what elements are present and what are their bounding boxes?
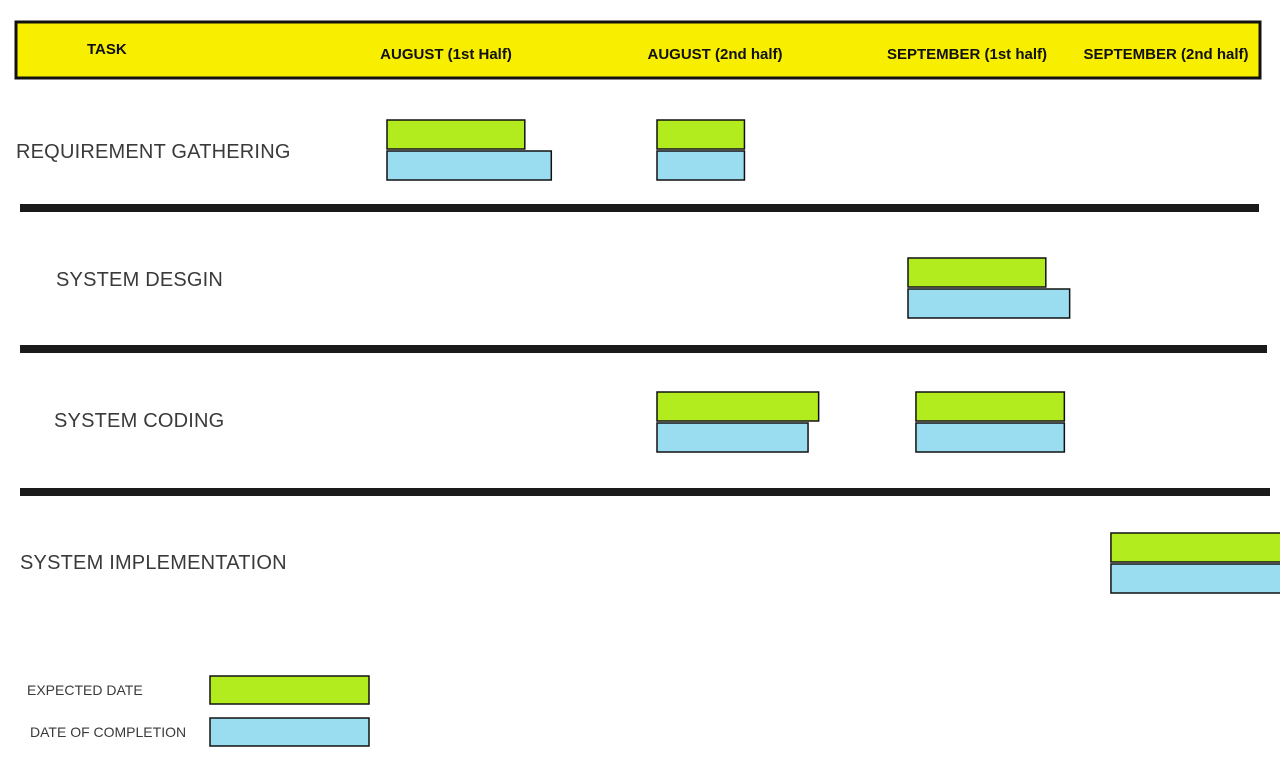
task-label: SYSTEM CODING <box>54 410 224 432</box>
legend-swatch-completed <box>209 717 370 747</box>
completion-bar <box>907 288 1071 319</box>
task-row: REQUIREMENT GATHERING <box>16 119 746 181</box>
row-divider <box>20 204 1259 212</box>
expected-bar <box>915 391 1066 422</box>
completion-bar <box>656 422 809 453</box>
task-label: REQUIREMENT GATHERING <box>16 141 291 163</box>
task-column-header: TASK <box>87 41 127 58</box>
row-divider <box>20 345 1267 353</box>
task-row: SYSTEM IMPLEMENTATION <box>20 532 1280 594</box>
completion-bar <box>386 150 553 181</box>
completion-bar <box>915 422 1066 453</box>
completion-bar <box>1110 563 1280 594</box>
expected-bar <box>386 119 526 150</box>
legend-swatch-expected <box>209 675 370 705</box>
legend: EXPECTED DATE DATE OF COMPLETION <box>27 675 370 747</box>
legend-label-completed: DATE OF COMPLETION <box>30 724 186 740</box>
legend-label-expected: EXPECTED DATE <box>27 682 143 698</box>
task-row: SYSTEM CODING <box>54 391 1066 453</box>
header-bar <box>14 20 1262 80</box>
task-label: SYSTEM IMPLEMENTATION <box>20 552 287 574</box>
task-rows: REQUIREMENT GATHERING SYSTEM DESGIN SYSTEM… <box>16 119 1280 594</box>
task-label: SYSTEM DESGIN <box>56 269 223 291</box>
expected-bar <box>656 391 820 422</box>
period-header-4: SEPTEMBER (2nd half) <box>1083 46 1248 63</box>
period-header-3: SEPTEMBER (1st half) <box>887 46 1047 63</box>
period-header-2: AUGUST (2nd half) <box>648 46 783 63</box>
row-divider <box>20 488 1270 496</box>
row-dividers <box>20 204 1270 496</box>
completion-bar <box>656 150 746 181</box>
expected-bar <box>656 119 746 150</box>
period-header-1: AUGUST (1st Half) <box>380 46 512 63</box>
expected-bar <box>1110 532 1280 563</box>
header: TASK AUGUST (1st Half) AUGUST (2nd half) SE… <box>14 20 1262 80</box>
expected-bar <box>907 257 1047 288</box>
task-row: SYSTEM DESGIN <box>56 257 1071 319</box>
